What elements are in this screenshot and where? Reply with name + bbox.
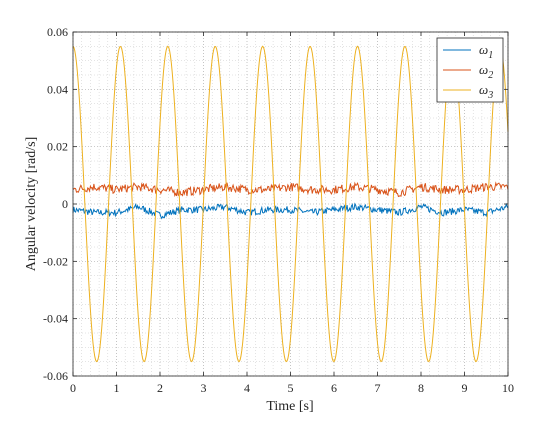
legend-label-omega-1: ω1 (479, 42, 493, 61)
x-tick-label: 1 (114, 381, 120, 395)
legend-label-omega-2: ω2 (479, 62, 493, 81)
y-axis-label: Angular velocity [rad/s] (24, 137, 39, 272)
x-tick-label: 7 (375, 381, 381, 395)
x-tick-label: 3 (201, 381, 207, 395)
y-tick-label: 0.04 (47, 82, 68, 96)
ticks: 0 1 2 3 4 5 6 7 8 9 10 -0.06 -0.04 -0.02 0 0.02 0.04 0.06 (43, 25, 514, 395)
x-tick-label: 9 (462, 381, 468, 395)
y-tick-label: -0.02 (43, 254, 68, 268)
series-line-omega-2 (72, 181, 509, 198)
x-tick-label: 0 (70, 381, 76, 395)
y-tick-label: -0.06 (43, 369, 68, 383)
x-tick-label: 8 (418, 381, 424, 395)
grid (72, 31, 509, 377)
series-group (72, 45, 509, 363)
series-line-omega-1 (72, 202, 509, 220)
y-tick-label: 0.02 (47, 140, 68, 154)
y-tick-label: 0.06 (47, 25, 68, 39)
x-tick-label: 6 (331, 381, 337, 395)
y-tick-label: -0.04 (43, 312, 68, 326)
x-tick-label: 5 (288, 381, 294, 395)
x-axis-label: Time [s] (266, 399, 313, 414)
series-line-omega-3 (72, 45, 509, 363)
x-tick-label: 10 (502, 381, 514, 395)
legend-label-omega-3: ω3 (479, 82, 493, 101)
x-tick-label: 4 (244, 381, 250, 395)
x-tick-label: 2 (157, 381, 163, 395)
y-tick-label: 0 (62, 197, 68, 211)
